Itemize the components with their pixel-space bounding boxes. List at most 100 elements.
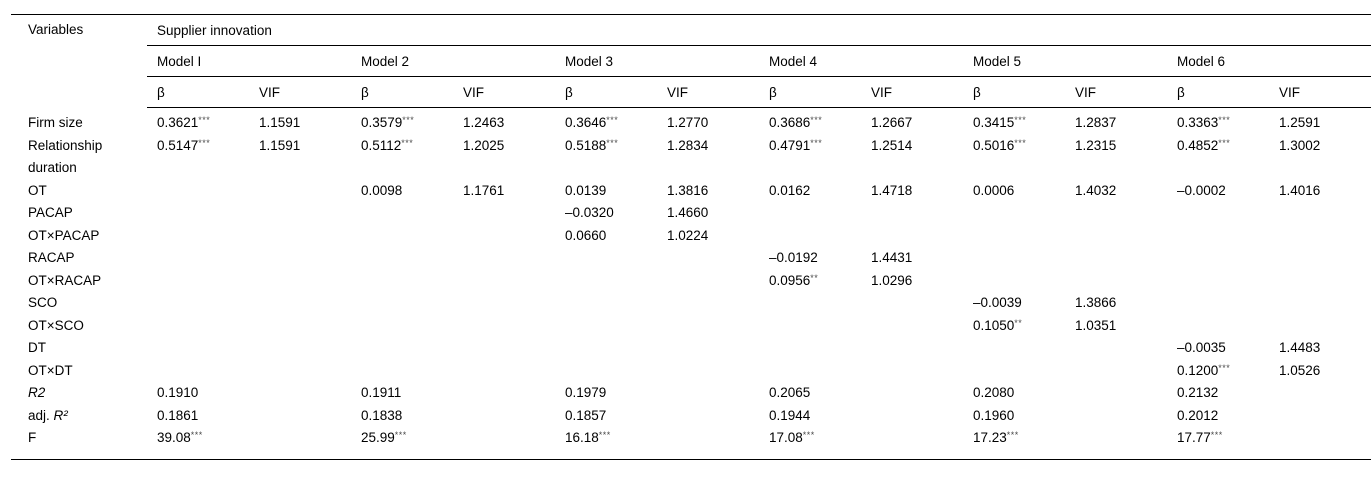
group-header-row: Variables Supplier innovation xyxy=(11,14,1371,46)
vif-value: 1.2514 xyxy=(871,137,913,153)
significance-stars: *** xyxy=(1218,137,1231,148)
row-label: F xyxy=(28,430,37,445)
vif-value xyxy=(861,202,963,225)
vif-value xyxy=(657,382,759,405)
table-row: PACAP –0.0320 1.4660 xyxy=(11,202,1371,225)
significance-stars: *** xyxy=(190,430,203,440)
beta-column-header: β xyxy=(759,76,861,108)
beta-value: 0.4791*** xyxy=(769,137,823,153)
vif-value xyxy=(453,247,555,270)
regression-results-table: Variables Supplier innovation Model I Mod… xyxy=(11,14,1371,460)
row-label: R2 xyxy=(28,385,46,400)
vif-value: 1.3816 xyxy=(667,182,709,198)
vif-value xyxy=(453,405,555,428)
model-header: Model I xyxy=(147,45,351,77)
beta-value: 0.1960 xyxy=(973,407,1015,423)
significance-stars: *** xyxy=(1014,115,1027,125)
beta-value xyxy=(555,315,657,338)
vif-value xyxy=(249,292,351,315)
sub-header-row: β VIF β VIF β VIF β VIF β VIF β VIF xyxy=(11,76,1371,108)
vif-value xyxy=(1065,382,1167,405)
vif-value: 1.3866 xyxy=(1075,295,1117,310)
beta-value xyxy=(963,360,1065,383)
significance-stars: *** xyxy=(810,115,823,125)
beta-column-header: β xyxy=(555,76,657,108)
vif-column-header: VIF xyxy=(249,76,351,108)
beta-value: 17.08*** xyxy=(769,430,815,445)
beta-value xyxy=(351,270,453,293)
vif-value xyxy=(249,202,351,225)
beta-value xyxy=(351,292,453,315)
beta-value xyxy=(1167,247,1269,270)
beta-value xyxy=(1167,225,1269,248)
vif-value: 1.2770 xyxy=(667,115,709,130)
row-label: RACAP xyxy=(28,250,75,265)
model-header: Model 5 xyxy=(963,45,1167,77)
significance-stars: *** xyxy=(1014,137,1027,148)
beta-value xyxy=(147,270,249,293)
vif-value: 1.0296 xyxy=(871,272,913,288)
row-label: adj. R² xyxy=(28,407,68,423)
beta-value: 17.23*** xyxy=(973,430,1019,445)
beta-value xyxy=(351,202,453,225)
beta-value: –0.0320 xyxy=(565,205,614,220)
beta-value xyxy=(759,337,861,360)
beta-value xyxy=(555,247,657,270)
vif-value: 1.4032 xyxy=(1075,182,1117,198)
beta-value xyxy=(555,270,657,293)
vif-value xyxy=(861,405,963,428)
significance-stars: *** xyxy=(401,137,414,148)
row-label: DT xyxy=(28,340,46,355)
beta-value: –0.0039 xyxy=(973,295,1022,310)
table-row: adj. R² 0.1861 0.1838 0.1857 0.1944 0.1960 0.2… xyxy=(11,405,1371,428)
beta-value xyxy=(147,360,249,383)
significance-stars: ** xyxy=(1014,317,1023,328)
beta-value: 0.0660 xyxy=(565,227,607,243)
beta-value: 0.5147*** xyxy=(157,137,211,153)
vif-value xyxy=(249,315,351,338)
row-label: SCO xyxy=(28,295,58,310)
beta-value: 0.1911 xyxy=(361,385,402,400)
beta-value: 25.99*** xyxy=(361,430,407,445)
beta-value: 0.1857 xyxy=(565,407,607,423)
beta-value xyxy=(759,292,861,315)
vif-value: 1.4483 xyxy=(1279,340,1321,355)
significance-stars: *** xyxy=(598,430,611,440)
table-row: DT –0.0035 1.4483 xyxy=(11,337,1371,360)
vif-value xyxy=(453,427,555,459)
beta-value: 16.18*** xyxy=(565,430,611,445)
row-label: Firm size xyxy=(28,114,83,130)
model-header-row: Model I Model 2 Model 3 Model 4 Model 5 Model… xyxy=(11,45,1371,77)
beta-value xyxy=(555,292,657,315)
beta-value: 0.0956** xyxy=(769,272,819,288)
vif-value xyxy=(1065,405,1167,428)
beta-value: 0.0098 xyxy=(361,182,403,198)
vif-value xyxy=(249,360,351,383)
vif-value: 1.2667 xyxy=(871,115,913,130)
beta-value: 0.3621*** xyxy=(157,115,211,130)
vif-value: 1.1591 xyxy=(259,137,301,153)
significance-stars: *** xyxy=(198,115,211,125)
table-row: Firm size 0.3621*** 1.1591 0.3579*** 1.2463 0… xyxy=(11,108,1371,135)
vif-value xyxy=(1269,270,1371,293)
vif-value xyxy=(657,427,759,459)
vif-value xyxy=(1065,202,1167,225)
vif-value: 1.0351 xyxy=(1075,317,1117,333)
vif-value xyxy=(1065,337,1167,360)
vif-value xyxy=(861,427,963,459)
row-label: OT×RACAP xyxy=(28,272,102,288)
significance-stars: *** xyxy=(1210,430,1223,440)
significance-stars: *** xyxy=(606,115,619,125)
beta-value: 0.5188*** xyxy=(565,137,619,153)
vif-value: 1.4660 xyxy=(667,205,709,220)
vif-value xyxy=(453,202,555,225)
row-label: OT×DT xyxy=(28,362,73,378)
vif-value: 1.0526 xyxy=(1279,362,1321,378)
table-row: SCO –0.0039 1.3866 xyxy=(11,292,1371,315)
vif-value xyxy=(453,270,555,293)
vif-value xyxy=(1269,225,1371,248)
beta-value: 0.3579*** xyxy=(361,115,415,130)
beta-value: 0.1910 xyxy=(157,385,199,400)
beta-value: 0.2080 xyxy=(973,385,1015,400)
table-row: OT×SCO 0.1050** 1.0351 xyxy=(11,315,1371,338)
